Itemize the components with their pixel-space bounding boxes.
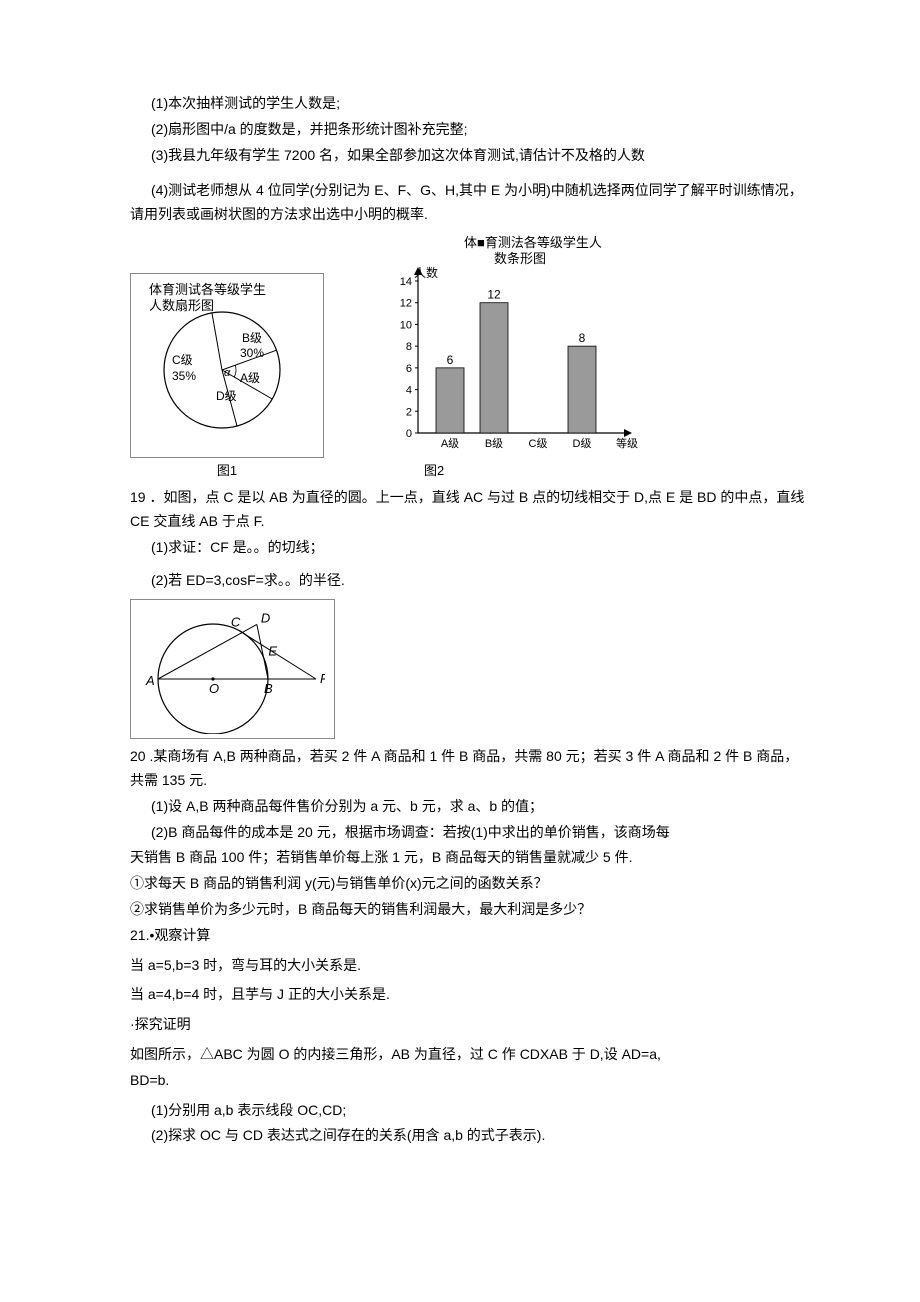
q20-line6: ②求销售单价为多少元时，B 商品每天的销售利润最大，最大利润是多少？ xyxy=(130,898,810,922)
svg-text:8: 8 xyxy=(406,341,412,353)
svg-text:E: E xyxy=(268,644,277,659)
q20-line4: 天销售 B 商品 100 件；若销售单价每上涨 1 元，B 商品每天的销售量就减… xyxy=(130,846,810,870)
q21-line2: 当 a=5,b=3 时，弯与耳的大小关系是. xyxy=(130,954,810,978)
svg-text:体育测试各等级学生: 体育测试各等级学生 xyxy=(149,282,266,297)
geometry-figure: A B C D E F O xyxy=(135,604,325,734)
q21-line5: 如图所示，△ABC 为圆 O 的内接三角形，AB 为直径，过 C 作 CDXAB… xyxy=(130,1043,810,1067)
svg-text:C级: C级 xyxy=(172,353,193,367)
svg-text:2: 2 xyxy=(406,406,412,418)
svg-text:等级: 等级 xyxy=(616,436,638,450)
svg-text:B: B xyxy=(264,681,273,696)
svg-text:α: α xyxy=(224,367,231,379)
q21-line8: (2)探求 OC 与 CD 表达式之间存在的关系(用含 a,b 的式子表示). xyxy=(130,1124,810,1148)
svg-text:30%: 30% xyxy=(240,346,264,360)
q20-line2: (1)设 A,B 两种商品每件售价分别为 a 元、b 元，求 a、b 的值； xyxy=(130,795,810,819)
pie-box: 体育测试各等级学生人数扇形图 B级30% C级 35% A级D级 α xyxy=(130,273,324,458)
bar-chart: 体■育测法各等级学生人数条形图人数024681012146A级12B级C级8D级… xyxy=(354,233,644,458)
spacer xyxy=(130,169,810,177)
svg-text:B级: B级 xyxy=(242,331,262,345)
svg-text:0: 0 xyxy=(406,428,412,440)
figure-row: 体育测试各等级学生人数扇形图B级30%C级35%A级D级α 图1 体■育测法各等… xyxy=(130,233,810,482)
q21-line6: BD=b. xyxy=(130,1069,810,1093)
q18-line2: (2)扇形图中/a 的度数是，并把条形统计图补充完整; xyxy=(130,118,810,142)
svg-text:A: A xyxy=(145,673,155,688)
q18-line3: (3)我县九年级有学生 7200 名，如果全部参加这次体育测试,请估计不及格的人… xyxy=(130,144,810,168)
q21-line7: (1)分别用 a,b 表示线段 OC,CD; xyxy=(130,1099,810,1123)
pie-container: 体育测试各等级学生人数扇形图 B级30% C级 35% A级D级 α 图1 xyxy=(130,273,324,482)
q21-line1: 21.•观察计算 xyxy=(130,924,810,948)
svg-text:数条形图: 数条形图 xyxy=(494,251,546,266)
svg-text:12: 12 xyxy=(487,288,501,302)
spacer xyxy=(130,561,810,567)
svg-text:35%: 35% xyxy=(172,369,196,383)
q21-line3: 当 a=4,b=4 时，且芋与 J 正的大小关系是. xyxy=(130,983,810,1007)
bar-container: 体■育测法各等级学生人数条形图人数024681012146A级12B级C级8D级… xyxy=(354,233,644,482)
svg-text:C: C xyxy=(231,615,241,630)
geometry-box: A B C D E F O xyxy=(130,599,335,739)
q21-line4: ·探究证明 xyxy=(130,1013,810,1037)
q18-line1: (1)本次抽样测试的学生人数是; xyxy=(130,92,810,116)
svg-text:14: 14 xyxy=(400,276,412,288)
svg-text:12: 12 xyxy=(400,298,412,310)
svg-text:B级: B级 xyxy=(485,437,503,450)
svg-text:O: O xyxy=(209,681,219,696)
q20-line1: 20 .某商场有 A,B 两种商品，若买 2 件 A 商品和 1 件 B 商品，… xyxy=(130,745,810,793)
q19-line2: (1)求证：CF 是。。的切线； xyxy=(130,536,810,560)
pie-chart: 体育测试各等级学生人数扇形图 B级30% C级 35% A级D级 α xyxy=(137,280,307,455)
svg-text:A级: A级 xyxy=(240,371,260,385)
svg-text:10: 10 xyxy=(400,319,412,331)
svg-text:4: 4 xyxy=(406,385,412,397)
svg-text:6: 6 xyxy=(406,363,412,375)
q20-line5: ①求每天 B 商品的销售利润 y(元)与销售单价(x)元之间的函数关系？ xyxy=(130,872,810,896)
svg-text:D: D xyxy=(261,611,270,626)
svg-text:D级: D级 xyxy=(573,437,592,450)
svg-text:6: 6 xyxy=(447,353,454,367)
svg-text:F: F xyxy=(320,671,325,686)
svg-text:D级: D级 xyxy=(216,389,237,403)
q20-line3: (2)B 商品每件的成本是 20 元，根据市场调查：若按(1)中求出的单价销售，… xyxy=(130,821,810,845)
svg-text:A级: A级 xyxy=(441,437,459,450)
q19-line1: 19 ．如图，点 C 是以 AB 为直径的圆。上一点，直线 AC 与过 B 点的… xyxy=(130,486,810,534)
svg-text:人数扇形图: 人数扇形图 xyxy=(149,298,214,313)
svg-text:C级: C级 xyxy=(529,437,548,450)
q19-line3: (2)若 ED=3,cosF=求。。的半径. xyxy=(130,569,810,593)
bar-caption: 图2 xyxy=(354,460,644,482)
svg-text:8: 8 xyxy=(579,331,586,345)
q18-line4: (4)测试老师想从 4 位同学(分别记为 E、F、G、H,其中 E 为小明)中随… xyxy=(130,179,810,227)
pie-caption: 图1 xyxy=(130,460,324,482)
svg-text:体■育测法各等级学生人: 体■育测法各等级学生人 xyxy=(464,235,602,250)
